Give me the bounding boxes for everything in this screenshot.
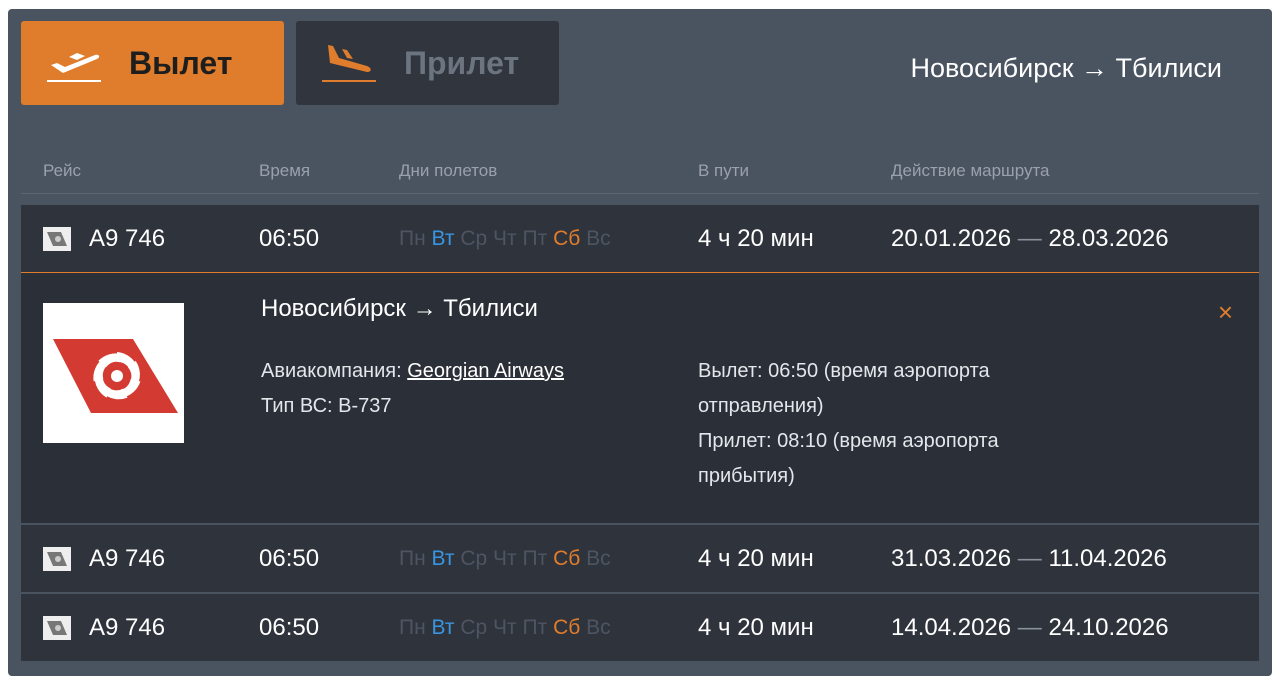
arrival-info: Прилет: 08:10 (время аэропорта прибытия) xyxy=(698,430,999,487)
flight-days: Пн Вт Ср Чт Пт Сб Вс xyxy=(399,615,611,639)
plane-landing-icon xyxy=(322,45,376,82)
georgian-airways-logo xyxy=(43,303,184,443)
header-time: Время xyxy=(259,161,311,180)
flight-time: 06:50 xyxy=(259,613,320,641)
validity: 14.04.2026 — 24.10.2026 xyxy=(891,613,1169,641)
validity: 31.03.2026 — 11.04.2026 xyxy=(891,544,1167,572)
schedule-panel: Вылет Прилет Новосибирск → Тбилиси Рейс … xyxy=(8,9,1272,676)
tab-label: Вылет xyxy=(129,44,233,81)
flight-number: A9 746 xyxy=(89,544,166,572)
flight-time: 06:50 xyxy=(259,225,320,252)
close-icon[interactable]: × xyxy=(1217,297,1233,327)
aircraft-type: Тип ВС: B-737 xyxy=(261,395,392,417)
flight-number: A9 746 xyxy=(89,225,166,252)
airline-link[interactable]: Georgian Airways xyxy=(407,360,564,382)
flight-time: 06:50 xyxy=(259,544,320,572)
route-title: Новосибирск → Тбилиси xyxy=(910,53,1223,83)
airline-logo-icon xyxy=(43,615,71,640)
airline-info: Авиакомпания: Georgian Airways xyxy=(261,360,564,382)
validity: 20.01.2026 — 28.03.2026 xyxy=(891,225,1169,252)
departure-info: Вылет: 06:50 (время аэропорта отправлени… xyxy=(698,360,990,417)
flight-days: Пн Вт Ср Чт Пт Сб Вс xyxy=(399,546,611,570)
table-row[interactable]: A9 746 06:50 Пн Вт Ср Чт Пт Сб Вс 4 ч 20… xyxy=(21,524,1259,592)
flight-duration: 4 ч 20 мин xyxy=(698,225,814,252)
tab-arrival[interactable]: Прилет xyxy=(296,21,559,105)
header-flight: Рейс xyxy=(43,161,82,180)
tab-label: Прилет xyxy=(404,44,520,81)
plane-takeoff-icon xyxy=(47,53,101,82)
table-row[interactable]: A9 746 06:50 Пн Вт Ср Чт Пт Сб Вс 4 ч 20… xyxy=(21,593,1259,661)
flight-detail: Новосибирск → Тбилиси Авиакомпания: Geor… xyxy=(21,272,1259,523)
flight-number: A9 746 xyxy=(89,613,166,641)
flight-duration: 4 ч 20 мин xyxy=(698,544,814,572)
header-duration: В пути xyxy=(698,161,750,180)
flight-days: Пн Вт Ср Чт Пт Сб Вс xyxy=(399,227,611,250)
detail-route: Новосибирск → Тбилиси xyxy=(261,295,538,322)
airline-logo-icon xyxy=(43,227,71,251)
airline-logo-icon xyxy=(43,546,71,571)
divider xyxy=(21,193,1259,194)
flight-duration: 4 ч 20 мин xyxy=(698,613,814,641)
tab-departure[interactable]: Вылет xyxy=(21,21,284,105)
header-days: Дни полетов xyxy=(399,161,498,180)
header-validity: Действие маршрута xyxy=(891,161,1050,180)
table-row[interactable]: A9 746 06:50 Пн Вт Ср Чт Пт Сб Вс 4 ч 20… xyxy=(21,205,1259,273)
